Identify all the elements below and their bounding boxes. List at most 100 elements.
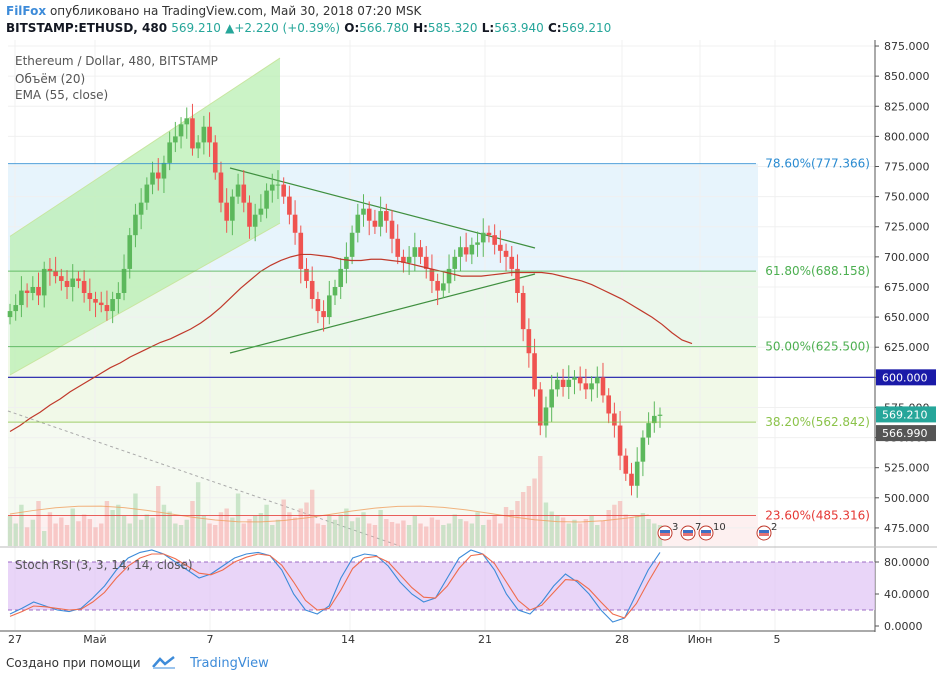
candle-body	[617, 425, 623, 456]
event-flag-icon	[701, 530, 711, 533]
event-flag-icon	[683, 530, 693, 533]
volume-bar	[446, 523, 452, 546]
volume-bar	[270, 525, 275, 546]
price-tick-label: 700.000	[884, 251, 930, 264]
candle-body	[30, 286, 36, 293]
event-flag-icon	[759, 533, 769, 536]
price-tick-label: 525.000	[884, 462, 930, 475]
candle-body	[287, 196, 292, 215]
time-tick-label: 27	[8, 633, 22, 646]
last-price: 569.210	[171, 21, 221, 35]
volume-bar	[612, 504, 617, 546]
volume-bar	[509, 510, 514, 546]
volume-bar	[213, 525, 218, 546]
volume-bar	[355, 517, 361, 546]
volume-bar	[224, 508, 229, 546]
candle-body	[315, 299, 321, 312]
stoch-tick-label: 0.0000	[884, 620, 923, 633]
volume-bar	[412, 516, 418, 546]
volume-bar	[458, 519, 463, 546]
candle-body	[281, 184, 286, 197]
candle-body	[184, 118, 190, 125]
candle-body	[475, 242, 480, 245]
created-with-text: Создано при помощи	[6, 656, 141, 670]
candle-body	[138, 202, 144, 215]
candle-body	[537, 389, 543, 426]
candle-body	[418, 247, 423, 257]
candle-body	[298, 232, 304, 269]
price-tick-label: 675.000	[884, 281, 930, 294]
footer: Создано при помощи TradingView	[6, 655, 269, 672]
price-tag-label: 569.210	[882, 408, 928, 421]
candle-body	[435, 280, 440, 291]
volume-bar	[372, 525, 378, 546]
volume-bar	[424, 526, 429, 546]
volume-bar	[486, 519, 492, 546]
fib-label: 61.80%(688.158)	[765, 264, 870, 278]
candle-body	[64, 280, 70, 287]
volume-bar	[309, 489, 315, 546]
price-tick-label: 800.000	[884, 130, 930, 143]
price-tick-label: 850.000	[884, 70, 930, 83]
candle-body	[36, 286, 41, 296]
ema-indicator-label: EMA (55, close)	[15, 88, 108, 102]
candle-body	[93, 299, 98, 303]
candle-body	[486, 232, 492, 236]
volume-bar	[566, 523, 571, 546]
candle-body	[543, 407, 549, 426]
fib-zone	[8, 346, 758, 423]
high-label: H:	[413, 21, 428, 35]
candle-body	[503, 250, 509, 257]
fib-label: 50.00%(625.500)	[765, 340, 870, 354]
event-flag-icon	[660, 533, 670, 536]
volume-bar	[178, 525, 184, 546]
volume-bar	[640, 513, 646, 546]
up-arrow-icon: ▲	[225, 21, 235, 35]
volume-bar	[87, 519, 93, 546]
volume-bar	[549, 511, 554, 546]
candle-body	[127, 235, 133, 269]
candle-body	[269, 184, 275, 191]
volume-bar	[600, 520, 606, 546]
close-value: 569.210	[561, 21, 612, 35]
volume-bar	[173, 523, 178, 546]
volume-bar	[577, 523, 583, 546]
candle-body	[252, 214, 258, 227]
volume-bar	[321, 525, 326, 546]
price-tag	[876, 425, 936, 442]
tradingview-link[interactable]: TradingView	[190, 656, 269, 671]
candle-body	[441, 283, 446, 291]
candle-body	[81, 280, 87, 293]
volume-bar	[401, 520, 406, 546]
volume-bar	[127, 523, 132, 546]
event-count-label: 2	[771, 522, 777, 533]
price-tag	[876, 369, 936, 386]
candle-body	[406, 256, 412, 263]
volume-bar	[583, 519, 589, 546]
author-name[interactable]: FilFox	[6, 4, 47, 18]
triangle-lower-line	[229, 273, 536, 354]
volume-bar	[646, 519, 651, 546]
candle-body	[560, 379, 566, 387]
price-tag-label: 566.990	[882, 427, 928, 440]
volume-bar	[367, 523, 372, 546]
candle-body	[555, 379, 560, 390]
volume-bar	[606, 510, 611, 546]
time-tick-label: Июн	[688, 633, 713, 646]
volume-bar	[498, 523, 503, 546]
volume-bar	[110, 510, 115, 546]
candle-body	[657, 414, 663, 416]
candle-body	[509, 256, 515, 269]
candle-body	[241, 184, 247, 203]
candle-body	[19, 290, 24, 306]
volume-bar	[287, 512, 292, 546]
volume-bar	[93, 527, 98, 546]
candle-body	[423, 256, 429, 269]
time-tick-label: 28	[615, 633, 629, 646]
event-count-label: 3	[672, 522, 678, 533]
volume-bar	[121, 516, 127, 546]
candle-body	[395, 238, 401, 257]
candle-body	[344, 256, 349, 269]
price-tick-label: 500.000	[884, 492, 930, 505]
